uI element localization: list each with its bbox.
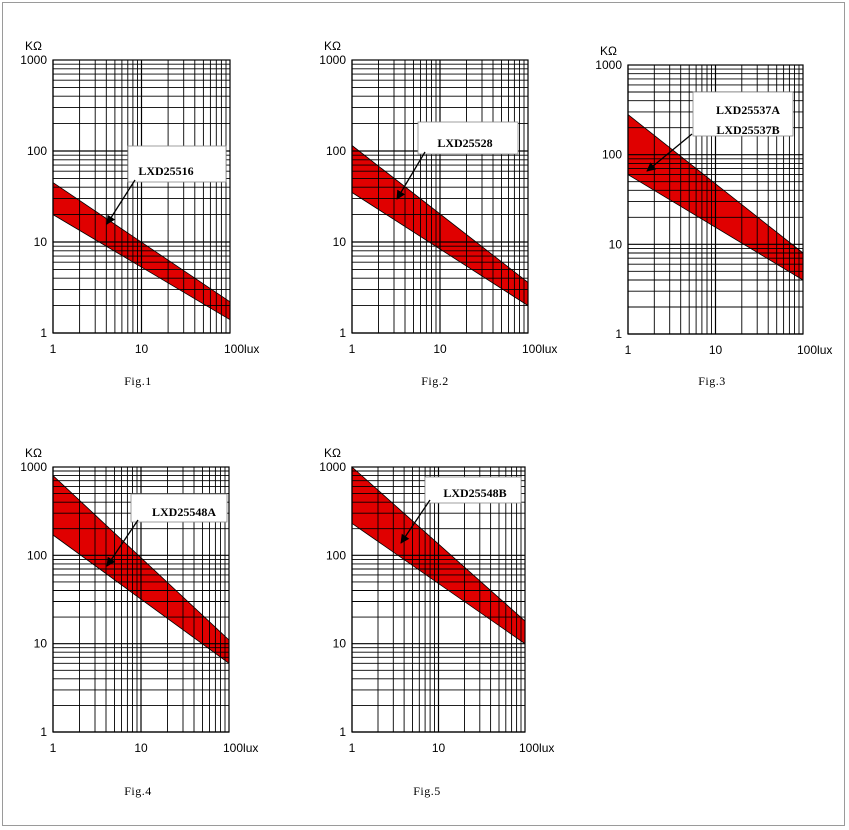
y-tick-label: 1 bbox=[40, 725, 47, 739]
pointer-arrow bbox=[106, 179, 136, 225]
model-label: LXD25528 bbox=[437, 136, 492, 150]
chart-3: 1 10 100 1000 1 10 100lux KΩ LXD25537A LXD25537B F… bbox=[595, 44, 832, 388]
chart-2: 1 10 100 1000 1 10 100lux KΩ LXD25528 Fig.2 bbox=[319, 39, 557, 388]
y-tick-label: 1 bbox=[615, 327, 622, 341]
figure-caption: Fig.2 bbox=[421, 374, 449, 388]
y-tick-label: 1000 bbox=[319, 53, 346, 67]
y-axis-unit: KΩ bbox=[324, 39, 341, 53]
y-tick-label: 10 bbox=[34, 637, 48, 651]
x-tick-label: 100lux bbox=[519, 741, 554, 755]
y-axis-unit: KΩ bbox=[324, 446, 341, 460]
model-label-box bbox=[424, 476, 522, 504]
grid bbox=[52, 60, 230, 334]
x-tick-label: 100lux bbox=[522, 342, 557, 356]
y-tick-label: 10 bbox=[333, 235, 347, 249]
y-tick-label: 10 bbox=[609, 237, 623, 251]
chart-1: 1 10 100 1000 1 10 100lux KΩ LXD25516 Fig.1 bbox=[20, 39, 259, 388]
model-label: LXD25516 bbox=[138, 164, 193, 178]
figure-caption: Fig.4 bbox=[124, 784, 152, 798]
x-tick-label: 1 bbox=[50, 342, 57, 356]
x-tick-label: 1 bbox=[349, 741, 356, 755]
plot-border bbox=[351, 59, 529, 334]
y-tick-label: 100 bbox=[27, 548, 47, 562]
x-tick-label: 1 bbox=[349, 342, 356, 356]
x-tick-label: 1 bbox=[50, 741, 57, 755]
y-tick-label: 1000 bbox=[319, 460, 346, 474]
plot-border bbox=[52, 466, 230, 733]
plot-border bbox=[52, 59, 231, 334]
model-label: LXD25548B bbox=[443, 486, 506, 500]
x-tick-label: 10 bbox=[134, 741, 148, 755]
x-tick-label: 100lux bbox=[224, 342, 259, 356]
x-tick-label: 10 bbox=[433, 342, 447, 356]
figure-caption: Fig.3 bbox=[698, 374, 726, 388]
model-label: LXD25537B bbox=[716, 123, 779, 137]
model-label-box bbox=[692, 91, 794, 137]
pointer-arrow bbox=[400, 499, 431, 544]
x-tick-label: 100lux bbox=[223, 741, 258, 755]
y-tick-label: 1 bbox=[339, 326, 346, 340]
x-tick-label: 10 bbox=[432, 741, 446, 755]
grid bbox=[351, 60, 528, 334]
model-label-box bbox=[127, 145, 227, 183]
y-tick-label: 1000 bbox=[20, 460, 47, 474]
y-tick-label: 1 bbox=[40, 326, 47, 340]
model-label-box bbox=[130, 493, 228, 523]
y-tick-label: 1000 bbox=[595, 58, 622, 72]
model-label: LXD25537A bbox=[716, 103, 780, 117]
model-label-box bbox=[417, 121, 519, 155]
y-tick-label: 100 bbox=[326, 144, 346, 158]
plot-border bbox=[627, 64, 804, 335]
y-tick-label: 100 bbox=[27, 144, 47, 158]
y-tick-label: 10 bbox=[34, 235, 48, 249]
y-tick-label: 100 bbox=[602, 148, 622, 162]
x-tick-label: 1 bbox=[625, 343, 632, 357]
chart-5: 1 10 100 1000 1 10 100lux KΩ LXD25548B Fig.5 bbox=[319, 446, 554, 798]
grid bbox=[351, 467, 525, 733]
y-tick-label: 10 bbox=[333, 637, 347, 651]
chart-4: 1 10 100 1000 1 10 100lux KΩ LXD25548A Fig.4 bbox=[20, 446, 258, 798]
x-tick-label: 10 bbox=[135, 342, 149, 356]
x-tick-label: 100lux bbox=[797, 343, 832, 357]
plot-border bbox=[351, 466, 526, 733]
x-tick-label: 10 bbox=[709, 343, 723, 357]
y-tick-label: 1000 bbox=[20, 53, 47, 67]
figure-caption: Fig.1 bbox=[124, 374, 152, 388]
y-axis-unit: KΩ bbox=[600, 44, 617, 58]
y-axis-unit: KΩ bbox=[25, 446, 42, 460]
y-tick-label: 1 bbox=[339, 725, 346, 739]
pointer-arrow bbox=[106, 519, 139, 567]
pointer-arrow bbox=[646, 133, 693, 172]
y-tick-label: 100 bbox=[326, 548, 346, 562]
pointer-arrow bbox=[396, 151, 426, 200]
figure-caption: Fig.5 bbox=[413, 784, 441, 798]
grid bbox=[627, 65, 803, 335]
y-axis-unit: KΩ bbox=[25, 39, 42, 53]
model-label: LXD25548A bbox=[152, 505, 216, 519]
